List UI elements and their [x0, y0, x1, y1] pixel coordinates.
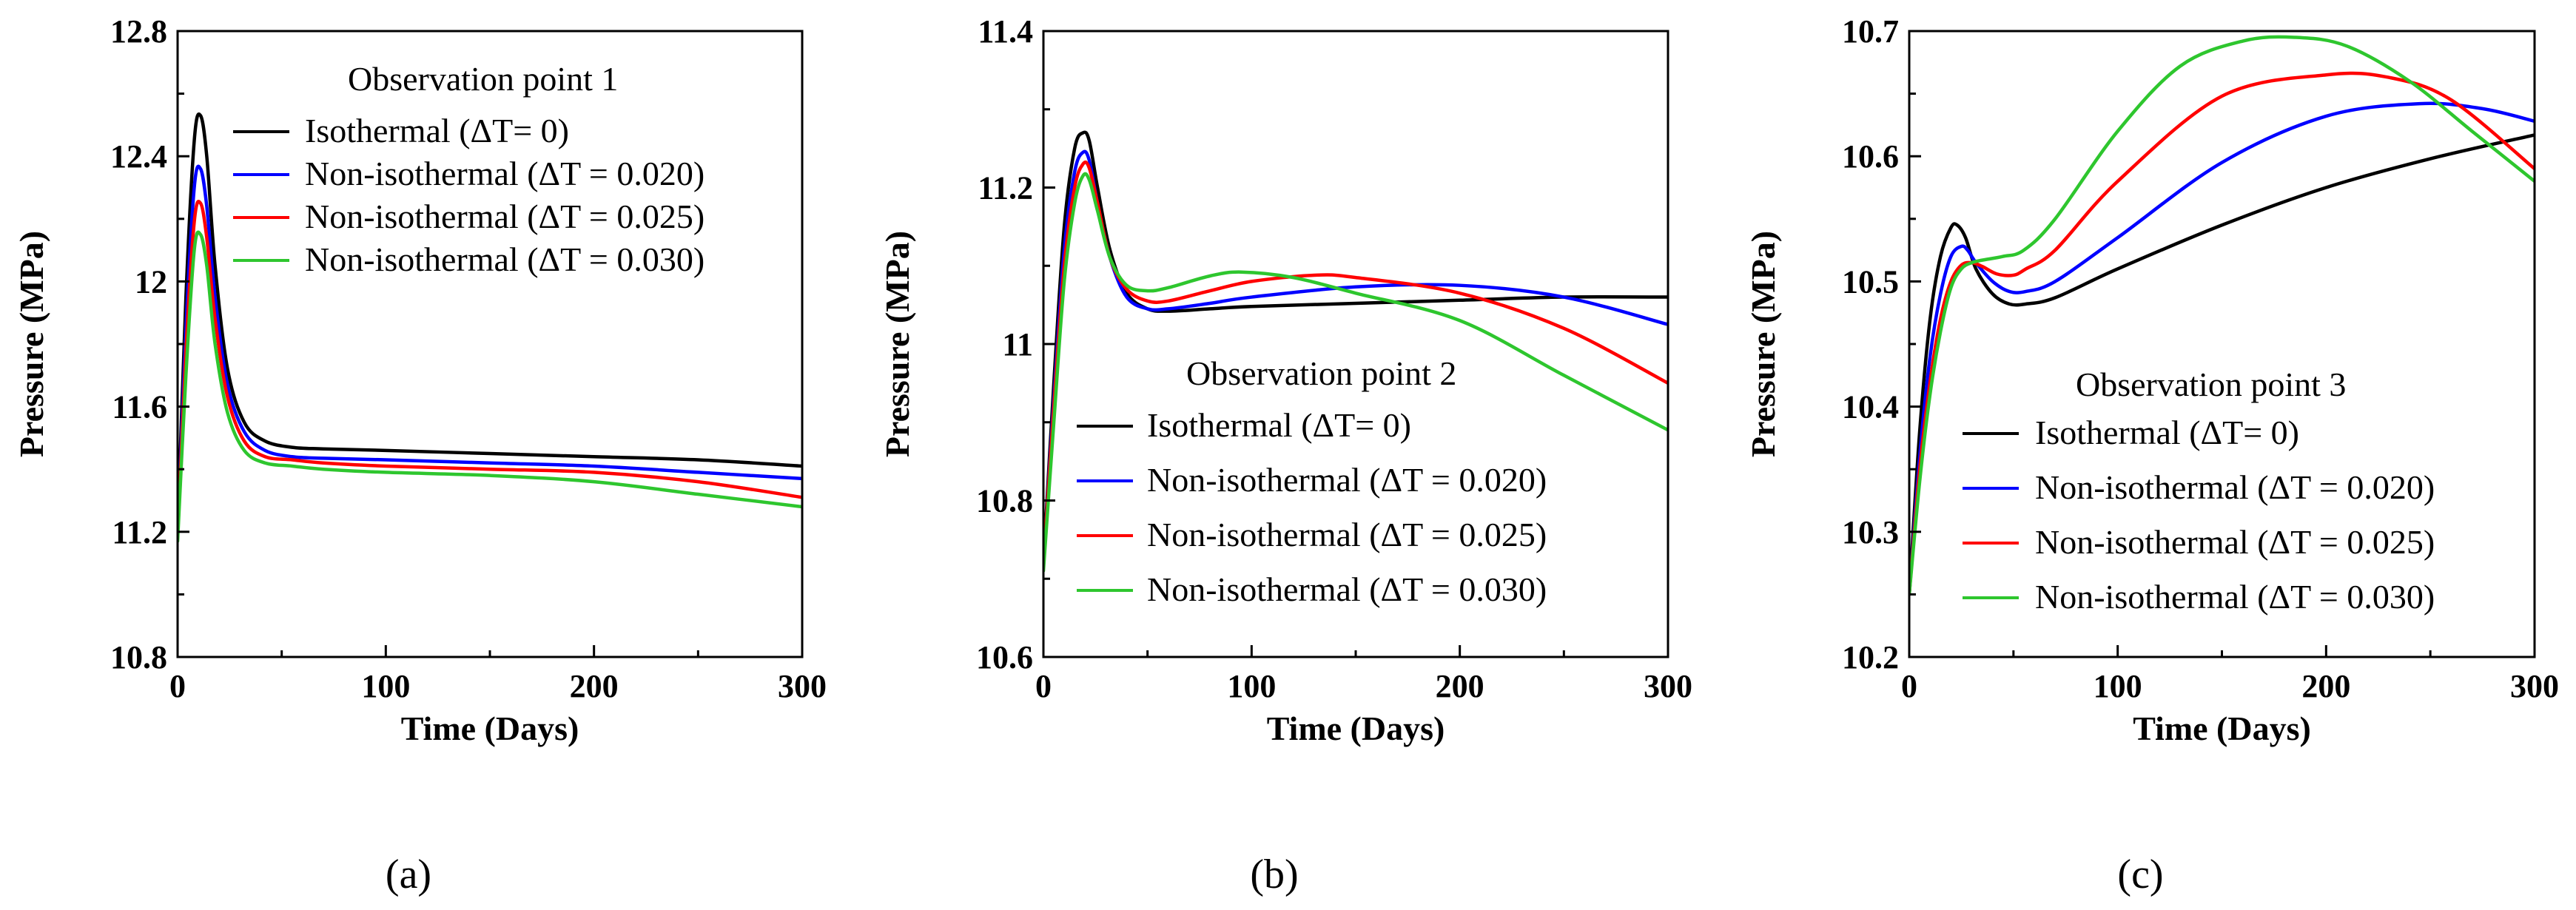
y-tick-label: 12.4 [110, 138, 167, 175]
legend-label: Non-isothermal (ΔT = 0.025) [2035, 523, 2435, 561]
y-tick-label: 11.6 [112, 389, 167, 425]
ticks-layer: 0 100 200 300 10.8 11.2 11.6 12 12.4 12.8 [110, 13, 827, 704]
y-tick-label: 10.4 [1842, 389, 1899, 425]
y-tick-label: 10.7 [1842, 13, 1899, 50]
series-line-4 [178, 230, 802, 543]
plot-frame [1908, 30, 2536, 658]
legend-label: Non-isothermal (ΔT = 0.025) [305, 198, 704, 235]
series-line-1 [178, 112, 802, 534]
x-axis-label: Time (Days) [1267, 710, 1445, 747]
legend-label: Non-isothermal (ΔT = 0.020) [305, 155, 704, 192]
x-tick-label: 300 [1644, 668, 1692, 704]
legend-label: Non-isothermal (ΔT = 0.030) [305, 240, 704, 278]
y-tick-label: 10.6 [976, 639, 1033, 675]
x-tick-label: 100 [2094, 668, 2142, 704]
x-tick-label: 100 [1227, 668, 1276, 704]
x-tick-label: 200 [1436, 668, 1484, 704]
x-tick-label: 200 [570, 668, 619, 704]
chart-panel-c: 0 100 200 300 10.2 10.3 10.4 10.5 10.6 10.7 Time … [1744, 13, 2559, 897]
plot-frame [1042, 30, 1669, 658]
panel-label: (c) [2117, 852, 2163, 897]
legend-label: Isothermal (ΔT= 0) [305, 112, 569, 149]
ticks-layer: 0 100 200 300 10.2 10.3 10.4 10.5 10.6 10.7 [1842, 13, 2559, 704]
y-tick-label: 10.2 [1842, 639, 1899, 675]
chart-panel-a: 0 100 200 300 10.8 11.2 11.6 12 12.4 12.8 Time (D… [13, 13, 827, 897]
panel-label: (b) [1250, 852, 1298, 897]
x-tick-label: 0 [1035, 668, 1052, 704]
legend-label: Non-isothermal (ΔT = 0.030) [2035, 578, 2435, 616]
series-line-3 [178, 200, 802, 540]
legend: Isothermal (ΔT= 0) Non-isothermal (ΔT = … [1963, 414, 2435, 616]
y-tick-label: 10.8 [110, 639, 167, 675]
y-axis-label: Pressure (MPa) [878, 231, 916, 457]
legend-label: Non-isothermal (ΔT = 0.020) [1147, 461, 1547, 499]
y-tick-label: 10.5 [1842, 263, 1899, 300]
y-tick-label: 10.8 [976, 483, 1033, 519]
chart-panel-b: 0 100 200 300 10.6 10.8 11 11.2 11.4 Time (Days)… [878, 13, 1692, 897]
legend: Isothermal (ΔT= 0) Non-isothermal (ΔT = … [1077, 406, 1547, 608]
legend-label: Non-isothermal (ΔT = 0.020) [2035, 468, 2435, 506]
x-tick-label: 300 [778, 668, 827, 704]
legend-title: Observation point 3 [2076, 365, 2346, 403]
legend-label: Isothermal (ΔT= 0) [1147, 406, 1411, 444]
y-tick-label: 11.2 [978, 170, 1033, 206]
y-tick-label: 11.4 [978, 13, 1033, 50]
legend-label: Non-isothermal (ΔT = 0.025) [1147, 516, 1547, 553]
legend-title: Observation point 1 [348, 60, 618, 98]
series-layer [1909, 35, 2535, 596]
y-tick-label: 10.3 [1842, 514, 1899, 550]
y-tick-label: 12.8 [110, 13, 167, 50]
y-axis-label: Pressure (MPa) [13, 231, 50, 457]
x-tick-label: 0 [1901, 668, 1917, 704]
legend-label: Non-isothermal (ΔT = 0.030) [1147, 570, 1547, 608]
series-line-4 [1909, 35, 2535, 596]
series-line-2 [178, 164, 802, 537]
ticks-layer: 0 100 200 300 10.6 10.8 11 11.2 11.4 [976, 13, 1692, 704]
y-tick-label: 11.2 [112, 514, 167, 550]
series-layer [1043, 130, 1668, 573]
series-layer [178, 112, 802, 543]
legend-label: Isothermal (ΔT= 0) [2035, 414, 2299, 451]
y-tick-label: 10.6 [1842, 138, 1899, 175]
panel-label: (a) [386, 852, 431, 897]
x-tick-label: 0 [169, 668, 186, 704]
x-axis-label: Time (Days) [401, 710, 579, 747]
y-tick-label: 12 [135, 263, 167, 300]
legend-title: Observation point 2 [1186, 354, 1456, 392]
series-line-2 [1909, 101, 2535, 596]
series-line-4 [1043, 172, 1668, 573]
y-axis-label: Pressure (MPa) [1744, 231, 1782, 457]
x-axis-label: Time (Days) [2133, 710, 2311, 747]
x-tick-label: 200 [2301, 668, 2350, 704]
y-tick-label: 11 [1002, 326, 1033, 363]
x-tick-label: 100 [361, 668, 410, 704]
series-line-1 [1909, 133, 2535, 596]
series-line-3 [1909, 71, 2535, 596]
legend: Isothermal (ΔT= 0) Non-isothermal (ΔT = … [233, 112, 704, 278]
x-tick-label: 300 [2510, 668, 2559, 704]
